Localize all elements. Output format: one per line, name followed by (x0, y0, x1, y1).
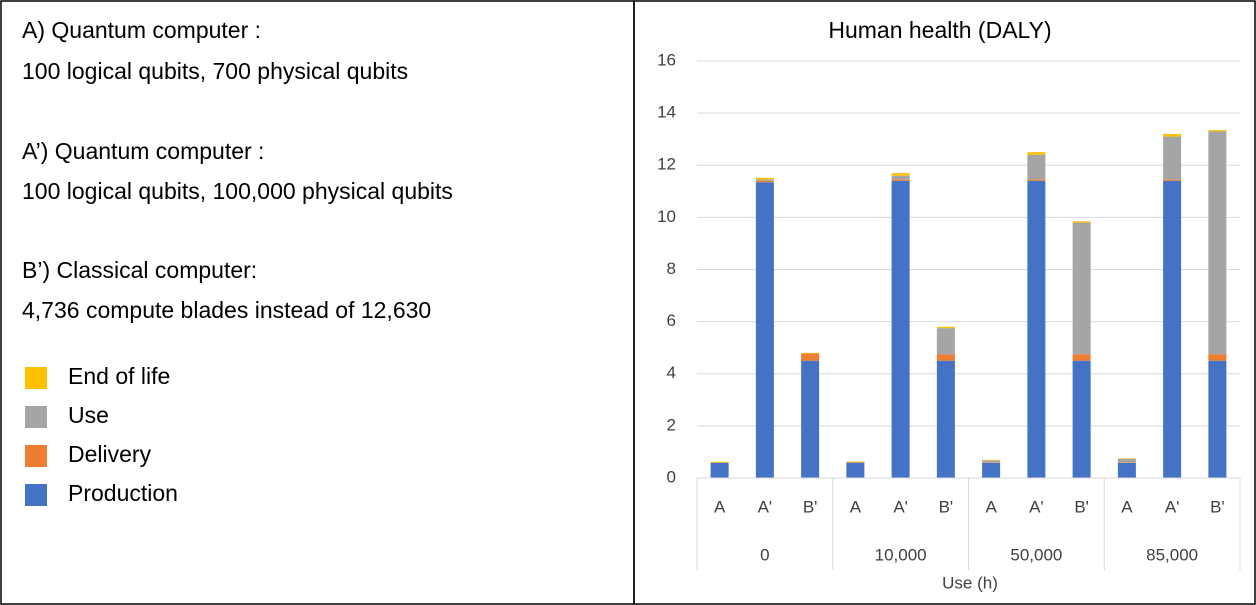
bar-segment (1208, 130, 1227, 132)
x-tick-label: A (985, 497, 997, 516)
chart-panel (633, 0, 1256, 605)
bar-segment (891, 179, 910, 181)
bar-segment (891, 175, 910, 180)
bar-segment (1027, 154, 1046, 180)
bar-segment (1163, 179, 1182, 181)
bar-segment (1117, 462, 1136, 478)
legend-label: Use (68, 402, 109, 428)
y-tick-label: 14 (657, 103, 676, 122)
bar-segment (1163, 180, 1182, 478)
legend-label: End of life (68, 363, 170, 389)
y-tick-label: 0 (667, 467, 676, 486)
legend-swatch (25, 406, 47, 428)
y-tick-label: 8 (667, 259, 676, 278)
y-tick-label: 12 (657, 155, 676, 174)
bar-segment (891, 180, 910, 478)
legend-swatch (25, 445, 47, 467)
legend-swatch (25, 367, 47, 389)
bar-segment (1117, 462, 1136, 463)
x-axis-label: Use (h) (942, 573, 998, 592)
bar-segment (801, 360, 820, 478)
bar-segment (1027, 152, 1046, 155)
bar-segment (936, 360, 955, 478)
bar-segment (1072, 360, 1091, 478)
x-tick-label: A (850, 497, 862, 516)
x-tick-label: B' (939, 497, 954, 516)
bar-segment (710, 462, 729, 478)
note: A) Quantum computer : (22, 17, 261, 43)
x-tick-label: A (714, 497, 726, 516)
y-tick-label: 16 (657, 50, 676, 69)
bar-segment (846, 462, 865, 478)
bar-segment (801, 352, 820, 354)
bar-segment (1117, 458, 1136, 463)
bar-segment (982, 462, 1001, 463)
x-tick-label: A' (1165, 497, 1180, 516)
x-tick-label: A' (758, 497, 773, 516)
note: 100 logical qubits, 100,000 physical qub… (22, 178, 453, 204)
bar-segment (891, 173, 910, 176)
bar-segment (936, 354, 955, 361)
bar-segment (1208, 131, 1227, 355)
bar-segment (1208, 354, 1227, 361)
bar-segment (755, 177, 774, 180)
legend-swatch (25, 484, 47, 506)
bar-segment (801, 353, 820, 361)
bar-segment (846, 462, 865, 463)
bar-segment (755, 179, 774, 181)
bar-segment (1027, 179, 1046, 181)
bar-segment (936, 326, 955, 329)
bar-segment (755, 180, 774, 183)
group-label: 0 (760, 545, 769, 564)
x-tick-label: B' (1210, 497, 1225, 516)
legend-label: Delivery (68, 441, 152, 467)
group-label: 85,000 (1146, 545, 1198, 564)
x-tick-label: A (1121, 497, 1133, 516)
x-tick-label: B' (803, 497, 818, 516)
bar-segment (1072, 222, 1091, 355)
chart-title: Human health (DALY) (828, 17, 1051, 43)
bar-segment (1027, 180, 1046, 478)
note: B’) Classical computer: (22, 257, 257, 283)
bar-segment (755, 182, 774, 479)
bar-segment (710, 462, 729, 463)
x-tick-label: B' (1074, 497, 1089, 516)
legend-label: Production (68, 480, 178, 506)
y-tick-label: 4 (667, 363, 676, 382)
group-label: 10,000 (875, 545, 927, 564)
bar-segment (1208, 360, 1227, 478)
note: 4,736 compute blades instead of 12,630 (22, 297, 431, 323)
bar-segment (982, 459, 1001, 461)
y-tick-label: 2 (667, 415, 676, 434)
y-tick-label: 10 (657, 207, 676, 226)
bar-segment (982, 460, 1001, 463)
note: 100 logical qubits, 700 physical qubits (22, 58, 408, 84)
bar-segment (1072, 354, 1091, 361)
bar-segment (1072, 221, 1091, 223)
bar-segment (936, 328, 955, 355)
x-tick-label: A' (893, 497, 908, 516)
group-label: 50,000 (1010, 545, 1062, 564)
bar-segment (1163, 136, 1182, 180)
x-tick-label: A' (1029, 497, 1044, 516)
bar-segment (1163, 133, 1182, 137)
note: A’) Quantum computer : (22, 138, 264, 164)
bar-segment (846, 461, 865, 463)
bar-segment (982, 462, 1001, 478)
bar-segment (846, 461, 865, 462)
y-tick-label: 6 (667, 311, 676, 330)
bar-segment (710, 461, 729, 463)
bar-segment (1117, 458, 1136, 459)
